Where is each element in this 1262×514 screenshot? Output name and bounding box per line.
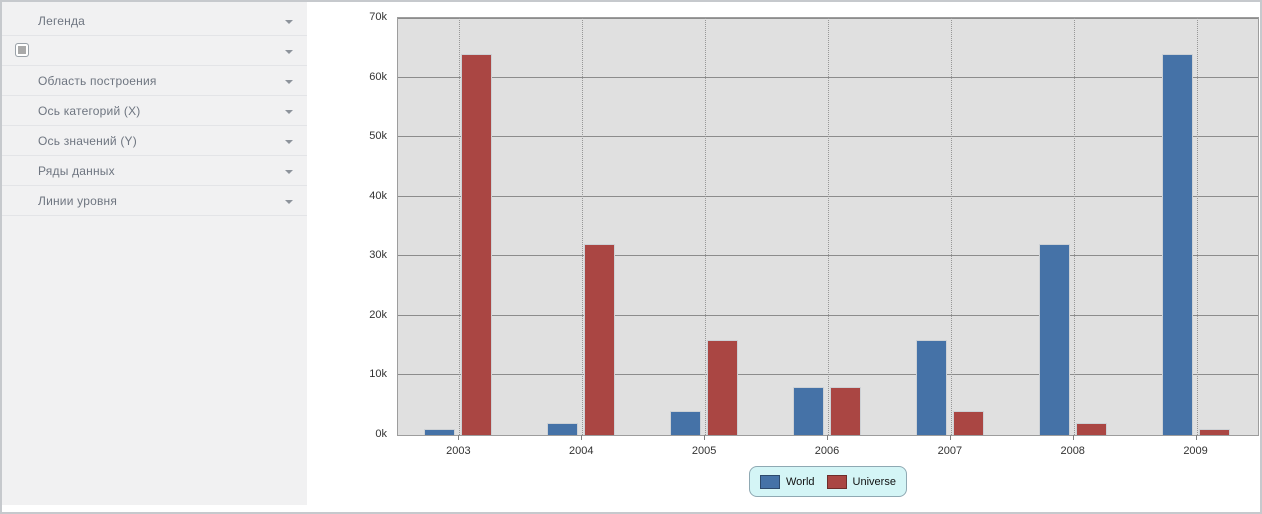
bar-world-2004[interactable]	[547, 423, 579, 435]
gridline-vertical-dotted	[705, 18, 707, 435]
gridline-vertical-dotted	[950, 18, 952, 435]
bar-universe-2007[interactable]	[952, 411, 984, 435]
gridline-vertical-dotted	[1073, 18, 1075, 435]
legend-swatch-icon	[826, 474, 847, 489]
x-axis-label: 2004	[569, 445, 594, 457]
chart-legend[interactable]: World Universe	[749, 466, 907, 497]
bar-universe-2005[interactable]	[707, 340, 739, 435]
x-axis-tick	[581, 435, 583, 440]
x-axis-tick	[1072, 435, 1074, 440]
sidebar-item-label: Ось значений (Y)	[38, 133, 137, 148]
sidebar-item-y-axis[interactable]: Ось значений (Y)	[2, 126, 307, 156]
x-axis-tick	[1195, 435, 1197, 440]
legend-label: Universe	[852, 475, 896, 488]
y-axis-tick-label: 0k	[375, 428, 387, 440]
chevron-down-icon[interactable]	[284, 198, 293, 204]
chevron-down-icon[interactable]	[284, 18, 293, 24]
y-axis-tick-label: 30k	[369, 249, 387, 262]
sidebar-item-data-series[interactable]: Ряды данных	[2, 156, 307, 186]
bar-universe-2009[interactable]	[1198, 429, 1230, 435]
sidebar-item-chart[interactable]	[2, 36, 307, 66]
legend-label: World	[786, 475, 815, 488]
sidebar-item-label: Ряды данных	[38, 163, 115, 178]
chevron-down-icon[interactable]	[284, 78, 293, 84]
x-axis-tick	[704, 435, 706, 440]
sidebar: Легенда Область построения Ось категорий…	[2, 2, 307, 505]
bar-universe-2003[interactable]	[461, 54, 493, 435]
plot-area[interactable]	[397, 17, 1259, 436]
sidebar-item-constant-lines[interactable]: Линии уровня	[2, 186, 307, 216]
x-axis-tick	[458, 435, 460, 440]
bar-world-2008[interactable]	[1038, 244, 1070, 435]
sidebar-item-label: Легенда	[38, 13, 86, 28]
gridline-vertical-dotted	[582, 18, 584, 435]
bar-universe-2004[interactable]	[584, 244, 616, 435]
chevron-down-icon[interactable]	[284, 168, 293, 174]
sidebar-item-legend[interactable]: Легенда	[2, 6, 307, 36]
x-axis-tick	[827, 435, 828, 440]
bar-world-2007[interactable]	[915, 340, 947, 435]
y-axis-tick-label: 20k	[369, 308, 387, 321]
y-axis-tick-label: 60k	[369, 70, 387, 83]
bar-world-2003[interactable]	[424, 429, 456, 435]
legend-swatch-icon	[760, 474, 780, 489]
sidebar-item-label: Область построения	[38, 73, 157, 88]
legend-item-universe[interactable]: Universe	[826, 474, 896, 489]
bar-world-2009[interactable]	[1161, 54, 1193, 435]
chevron-down-icon[interactable]	[284, 138, 293, 144]
bar-world-2006[interactable]	[793, 387, 824, 435]
y-axis-tick-label: 70k	[369, 11, 387, 23]
bar-world-2005[interactable]	[670, 411, 702, 435]
x-axis-label: 2009	[1183, 445, 1208, 457]
bar-universe-2006[interactable]	[830, 387, 861, 435]
y-axis-tick-label: 50k	[369, 130, 387, 143]
x-axis-label: 2005	[691, 445, 717, 457]
x-axis-label: 2007	[937, 445, 963, 457]
gridline-vertical-dotted	[1196, 18, 1198, 435]
x-axis-tick	[949, 435, 951, 440]
sidebar-item-label: Линии уровня	[38, 193, 118, 208]
y-axis-tick-label: 10k	[369, 368, 387, 381]
x-axis-label: 2003	[446, 445, 471, 457]
gridline-vertical-dotted	[459, 18, 461, 435]
sidebar-item-label: Ось категорий (X)	[38, 103, 141, 118]
legend-item-world[interactable]: World	[760, 474, 815, 489]
y-axis-tick-label: 40k	[369, 189, 387, 202]
sidebar-item-plot-area[interactable]: Область построения	[2, 66, 307, 96]
color-swatch-icon[interactable]	[15, 43, 29, 57]
x-axis-label: 2008	[1060, 445, 1085, 457]
x-axis-label: 2006	[814, 445, 840, 457]
bar-universe-2008[interactable]	[1075, 423, 1107, 435]
gridline-vertical-dotted	[828, 18, 829, 435]
sidebar-item-x-axis[interactable]: Ось категорий (X)	[2, 96, 307, 126]
chevron-down-icon[interactable]	[284, 48, 293, 54]
chevron-down-icon[interactable]	[284, 108, 293, 114]
